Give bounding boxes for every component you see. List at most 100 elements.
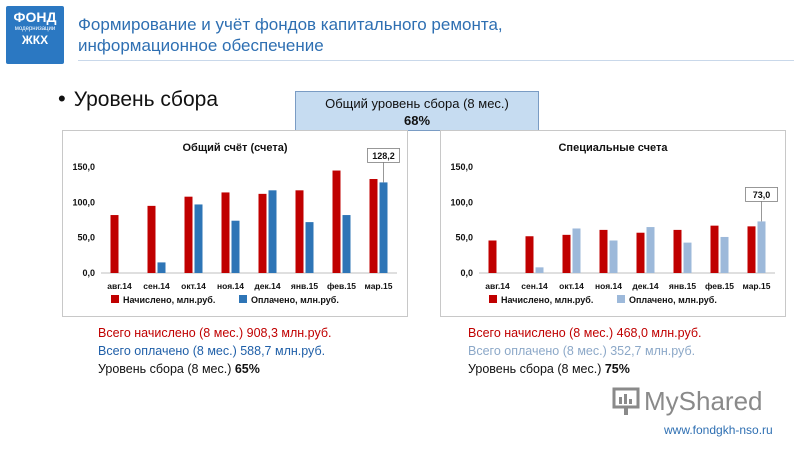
general-xtick-label: дек.14 bbox=[254, 281, 280, 291]
general-bar-paid bbox=[305, 222, 314, 273]
chart-general-account: Общий счёт (счета) 0,0 50,0 100,0 150,0 авг.1… bbox=[62, 130, 408, 317]
stats-special-level: Уровень сбора (8 мес.) 75% bbox=[468, 360, 702, 378]
general-xtick-label: сен.14 bbox=[143, 281, 170, 291]
general-bar-accrued bbox=[295, 190, 304, 273]
overall-collection-value: 68% bbox=[403, 113, 431, 128]
watermark-text: MyShared bbox=[644, 386, 763, 416]
website-link[interactable]: www.fondgkh-nso.ru bbox=[664, 423, 773, 437]
stats-special-paid: Всего оплачено (8 мес.) 352,7 млн.руб. bbox=[468, 344, 696, 358]
header-divider bbox=[78, 60, 794, 61]
stats-general-level-label: Уровень сбора (8 мес.) bbox=[98, 362, 235, 376]
general-ytick-label: 150,0 bbox=[72, 162, 95, 172]
special-bar-accrued bbox=[488, 240, 497, 273]
special-ytick-label: 150,0 bbox=[450, 162, 473, 172]
special-bar-accrued bbox=[525, 236, 534, 273]
slide-title: Формирование и учёт фондов капитального … bbox=[78, 14, 678, 56]
general-ytick-label: 0,0 bbox=[82, 268, 95, 278]
special-bar-paid bbox=[609, 240, 618, 273]
general-bar-accrued bbox=[332, 170, 341, 273]
overall-collection-label: Общий уровень сбора (8 мес.) bbox=[325, 96, 509, 111]
special-xtick-label: дек.14 bbox=[632, 281, 658, 291]
special-legend-label-paid: Оплачено, млн.руб. bbox=[629, 295, 717, 305]
bullet-text: Уровень сбора bbox=[73, 88, 218, 111]
special-bar-paid bbox=[572, 228, 581, 273]
special-xtick-label: мар.15 bbox=[743, 281, 771, 291]
special-xtick-label: окт.14 bbox=[559, 281, 584, 291]
stats-general-level-value: 65% bbox=[234, 362, 260, 376]
general-xtick-label: окт.14 bbox=[181, 281, 206, 291]
logo-line-1: ФОНД bbox=[13, 9, 57, 25]
general-bar-paid bbox=[231, 220, 240, 273]
stats-special-accrued: Всего начислено (8 мес.) 468,0 млн.руб. bbox=[468, 326, 702, 340]
general-callout-box bbox=[367, 148, 400, 163]
stats-special-accounts: Всего начислено (8 мес.) 468,0 млн.руб. … bbox=[468, 324, 702, 378]
general-bar-accrued bbox=[221, 192, 230, 273]
general-ytick-label: 100,0 bbox=[72, 197, 95, 207]
special-xtick-label: авг.14 bbox=[485, 281, 510, 291]
general-bar-paid bbox=[157, 262, 166, 273]
general-bar-accrued bbox=[184, 196, 193, 273]
special-xtick-label: янв.15 bbox=[669, 281, 696, 291]
special-xtick-label: сен.14 bbox=[521, 281, 548, 291]
special-legend-swatch-accrued bbox=[489, 295, 497, 303]
special-ytick-label: 100,0 bbox=[450, 197, 473, 207]
bullet-dot-icon: • bbox=[58, 86, 66, 111]
special-ytick-label: 0,0 bbox=[460, 268, 473, 278]
general-bar-paid bbox=[268, 190, 277, 273]
general-bar-accrued bbox=[369, 179, 378, 273]
special-ytick-label: 50,0 bbox=[455, 233, 473, 243]
bullet-heading: • Уровень сбора bbox=[58, 86, 218, 112]
special-bar-accrued bbox=[673, 229, 682, 273]
fund-logo: ФОНД модернизации ЖКХ bbox=[6, 6, 64, 64]
special-xtick-label: фев.15 bbox=[705, 281, 734, 291]
presentation-board-icon bbox=[612, 387, 640, 415]
stats-special-level-label: Уровень сбора (8 мес.) bbox=[468, 362, 605, 376]
stats-general-account: Всего начислено (8 мес.) 908,3 млн.руб. … bbox=[98, 324, 332, 378]
special-title: Специальные счета bbox=[558, 142, 668, 154]
logo-line-2: модернизации bbox=[14, 26, 56, 32]
slide-title-line-1: Формирование и учёт фондов капитального … bbox=[78, 15, 503, 34]
special-bar-accrued bbox=[747, 226, 756, 273]
chart-special-accounts: Специальные счета 0,0 50,0 100,0 150,0 авг.14… bbox=[440, 130, 786, 317]
general-title: Общий счёт (счета) bbox=[182, 142, 287, 154]
special-bar-paid bbox=[720, 236, 729, 273]
general-legend-swatch-accrued bbox=[111, 295, 119, 303]
general-bar-paid bbox=[342, 215, 351, 273]
overall-collection-box: Общий уровень сбора (8 мес.) 68% bbox=[295, 91, 539, 131]
general-legend-label-accrued: Начислено, млн.руб. bbox=[123, 295, 215, 305]
special-legend-swatch-paid bbox=[617, 295, 625, 303]
special-bar-paid bbox=[683, 242, 692, 273]
general-bar-accrued bbox=[147, 205, 156, 273]
stats-special-level-value: 75% bbox=[604, 362, 630, 376]
chart-special-accounts-svg: Специальные счета 0,0 50,0 100,0 150,0 авг.14… bbox=[450, 142, 778, 305]
special-xtick-label: ноя.14 bbox=[595, 281, 622, 291]
special-bar-accrued bbox=[710, 225, 719, 273]
general-bar-accrued bbox=[258, 193, 267, 273]
special-bar-accrued bbox=[636, 232, 645, 273]
special-callout-box bbox=[745, 187, 778, 202]
stats-general-accrued: Всего начислено (8 мес.) 908,3 млн.руб. bbox=[98, 326, 332, 340]
general-ytick-label: 50,0 bbox=[77, 233, 95, 243]
general-bar-paid bbox=[379, 182, 388, 273]
myshared-watermark: MyShared bbox=[612, 386, 763, 417]
special-bar-paid bbox=[535, 267, 544, 273]
general-xtick-label: авг.14 bbox=[107, 281, 132, 291]
general-xtick-label: фев.15 bbox=[327, 281, 356, 291]
special-bar-paid bbox=[646, 227, 655, 273]
general-bar-accrued bbox=[110, 215, 119, 273]
special-legend-label-accrued: Начислено, млн.руб. bbox=[501, 295, 593, 305]
special-callout-label: 73,0 bbox=[753, 190, 771, 200]
slide-title-line-2: информационное обеспечение bbox=[78, 36, 324, 55]
logo-line-3: ЖКХ bbox=[21, 33, 49, 47]
general-xtick-label: мар.15 bbox=[365, 281, 393, 291]
general-callout-label: 128,2 bbox=[372, 151, 395, 161]
general-legend-swatch-paid bbox=[239, 295, 247, 303]
general-legend-label-paid: Оплачено, млн.руб. bbox=[251, 295, 339, 305]
special-bar-paid bbox=[757, 221, 766, 273]
special-bar-accrued bbox=[599, 229, 608, 273]
stats-general-level: Уровень сбора (8 мес.) 65% bbox=[98, 360, 332, 378]
general-xtick-label: янв.15 bbox=[291, 281, 318, 291]
general-xtick-label: ноя.14 bbox=[217, 281, 244, 291]
chart-general-account-svg: Общий счёт (счета) 0,0 50,0 100,0 150,0 авг.1… bbox=[72, 142, 400, 305]
special-bar-accrued bbox=[562, 234, 571, 273]
